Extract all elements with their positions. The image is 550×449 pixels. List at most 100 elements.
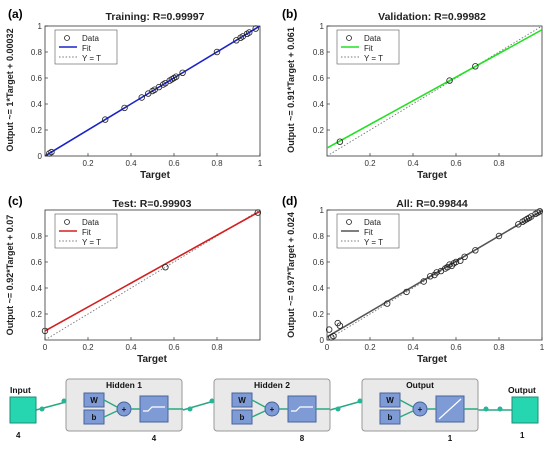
data-point	[162, 264, 169, 271]
data-point	[252, 25, 259, 32]
data-point	[427, 273, 434, 280]
data-point	[446, 77, 453, 84]
plot-lines	[327, 26, 542, 156]
fit-line	[45, 26, 260, 156]
data-point	[172, 73, 180, 80]
y-tick-label: 0.2	[31, 310, 43, 319]
bias-label: b	[92, 413, 97, 422]
connector-dot	[483, 406, 489, 412]
x-tick-label: 0.6	[450, 343, 462, 352]
y-axis-label: Output ~= 0.92*Target + 0.07	[5, 215, 15, 336]
weight-label: W	[90, 396, 98, 405]
legend-entry: Data	[82, 218, 99, 227]
y-tick-label: 0.8	[31, 232, 43, 241]
y-tick-label: 1	[38, 22, 43, 31]
plot-lines	[45, 210, 260, 340]
data-point	[420, 278, 427, 285]
data-point	[48, 148, 55, 156]
edge	[329, 400, 363, 411]
layer-output: Output W b + 1	[361, 378, 479, 443]
connector-dot	[357, 398, 363, 404]
data-point	[433, 269, 440, 276]
layer-hidden-2: Hidden 2 W b + 8	[213, 378, 331, 443]
chart-title: All: R=0.99844	[396, 198, 468, 210]
x-tick-label: 0.4	[407, 343, 419, 352]
panel-all: (d) All: R=0.99844 Output ~= 0.97*Target…	[282, 194, 545, 365]
data-point	[246, 29, 253, 36]
legend-entry: Fit	[82, 228, 92, 237]
layer-title: Hidden 1	[106, 380, 142, 390]
plus-sign: +	[122, 405, 127, 414]
y-axis-label: Output ~= 1*Target + 0.00032	[5, 28, 15, 151]
y-tick-label: 0.6	[313, 258, 325, 267]
layer-title: Output	[406, 380, 434, 390]
y-tick-label: 0.6	[31, 258, 43, 267]
output-square	[511, 396, 539, 424]
legend-entry: Y = T	[82, 54, 101, 63]
connector-dot	[335, 406, 341, 412]
layer-count: 8	[300, 434, 305, 443]
y-tick-label: 0.8	[313, 48, 325, 57]
x-tick-label: 0.2	[82, 343, 94, 352]
data-point	[403, 288, 410, 296]
y-tick-label: 0.4	[31, 100, 43, 109]
legend-entry: Data	[364, 218, 381, 227]
panel-label: (c)	[8, 194, 23, 208]
output-node: Output 1	[508, 385, 539, 440]
x-tick-label: 0.2	[364, 343, 376, 352]
x-tick-label: 0.6	[168, 159, 180, 168]
y-tick-label: 0	[320, 336, 325, 345]
connector-dot	[187, 406, 193, 412]
legend-entry: Y = T	[82, 238, 101, 247]
x-tick-label: 0.6	[168, 343, 180, 352]
y-tick-label: 0.2	[313, 126, 325, 135]
layer-count: 4	[152, 434, 157, 443]
plus-sign: +	[418, 405, 423, 414]
edge	[251, 399, 330, 418]
weight-label: W	[386, 396, 394, 405]
tansig-icon	[291, 406, 313, 412]
connector-dots	[39, 398, 503, 412]
data-point	[472, 247, 479, 254]
x-tick-label: 1	[258, 159, 263, 168]
data-point	[213, 48, 221, 56]
data-point	[121, 104, 128, 112]
x-tick-label: 1	[540, 343, 545, 352]
legend-data-marker	[346, 219, 352, 225]
connector-dot	[209, 398, 215, 404]
y-tick-label: 0.6	[31, 74, 43, 83]
weight-label: W	[238, 396, 246, 405]
legend-data-marker	[64, 219, 70, 225]
output-label: Output	[508, 385, 536, 395]
y-axis-label: Output ~= 0.97*Target + 0.024	[286, 212, 296, 338]
legend-entry: Y = T	[364, 54, 383, 63]
data-point	[138, 94, 145, 101]
data-point	[336, 138, 344, 145]
tansig-icon	[143, 406, 165, 412]
data-point	[254, 209, 262, 216]
data-point	[325, 326, 333, 333]
x-tick-label: 0.2	[364, 159, 376, 168]
data-point	[101, 116, 109, 123]
layer-count: 1	[448, 434, 453, 443]
x-tick-label: 0	[43, 343, 48, 352]
panel-test: (c) Test: R=0.99903 Output ~= 0.92*Targe…	[5, 194, 262, 365]
input-node: Input 4	[9, 385, 37, 440]
layer-title: Hidden 2	[254, 380, 290, 390]
fit-line	[327, 29, 542, 149]
edge	[399, 399, 478, 418]
legend-entry: Data	[364, 34, 381, 43]
input-label: Input	[10, 385, 31, 395]
data-point	[495, 232, 503, 240]
data-point	[461, 253, 468, 260]
activation-block	[139, 395, 169, 423]
legend-entry: Fit	[364, 44, 374, 53]
y-tick-label: 0.4	[313, 284, 325, 293]
data-point	[536, 208, 544, 215]
x-axis-label: Target	[417, 170, 447, 181]
x-tick-label: 0.4	[407, 159, 419, 168]
y-tick-label: 0.8	[313, 232, 325, 241]
data-point	[179, 69, 186, 76]
